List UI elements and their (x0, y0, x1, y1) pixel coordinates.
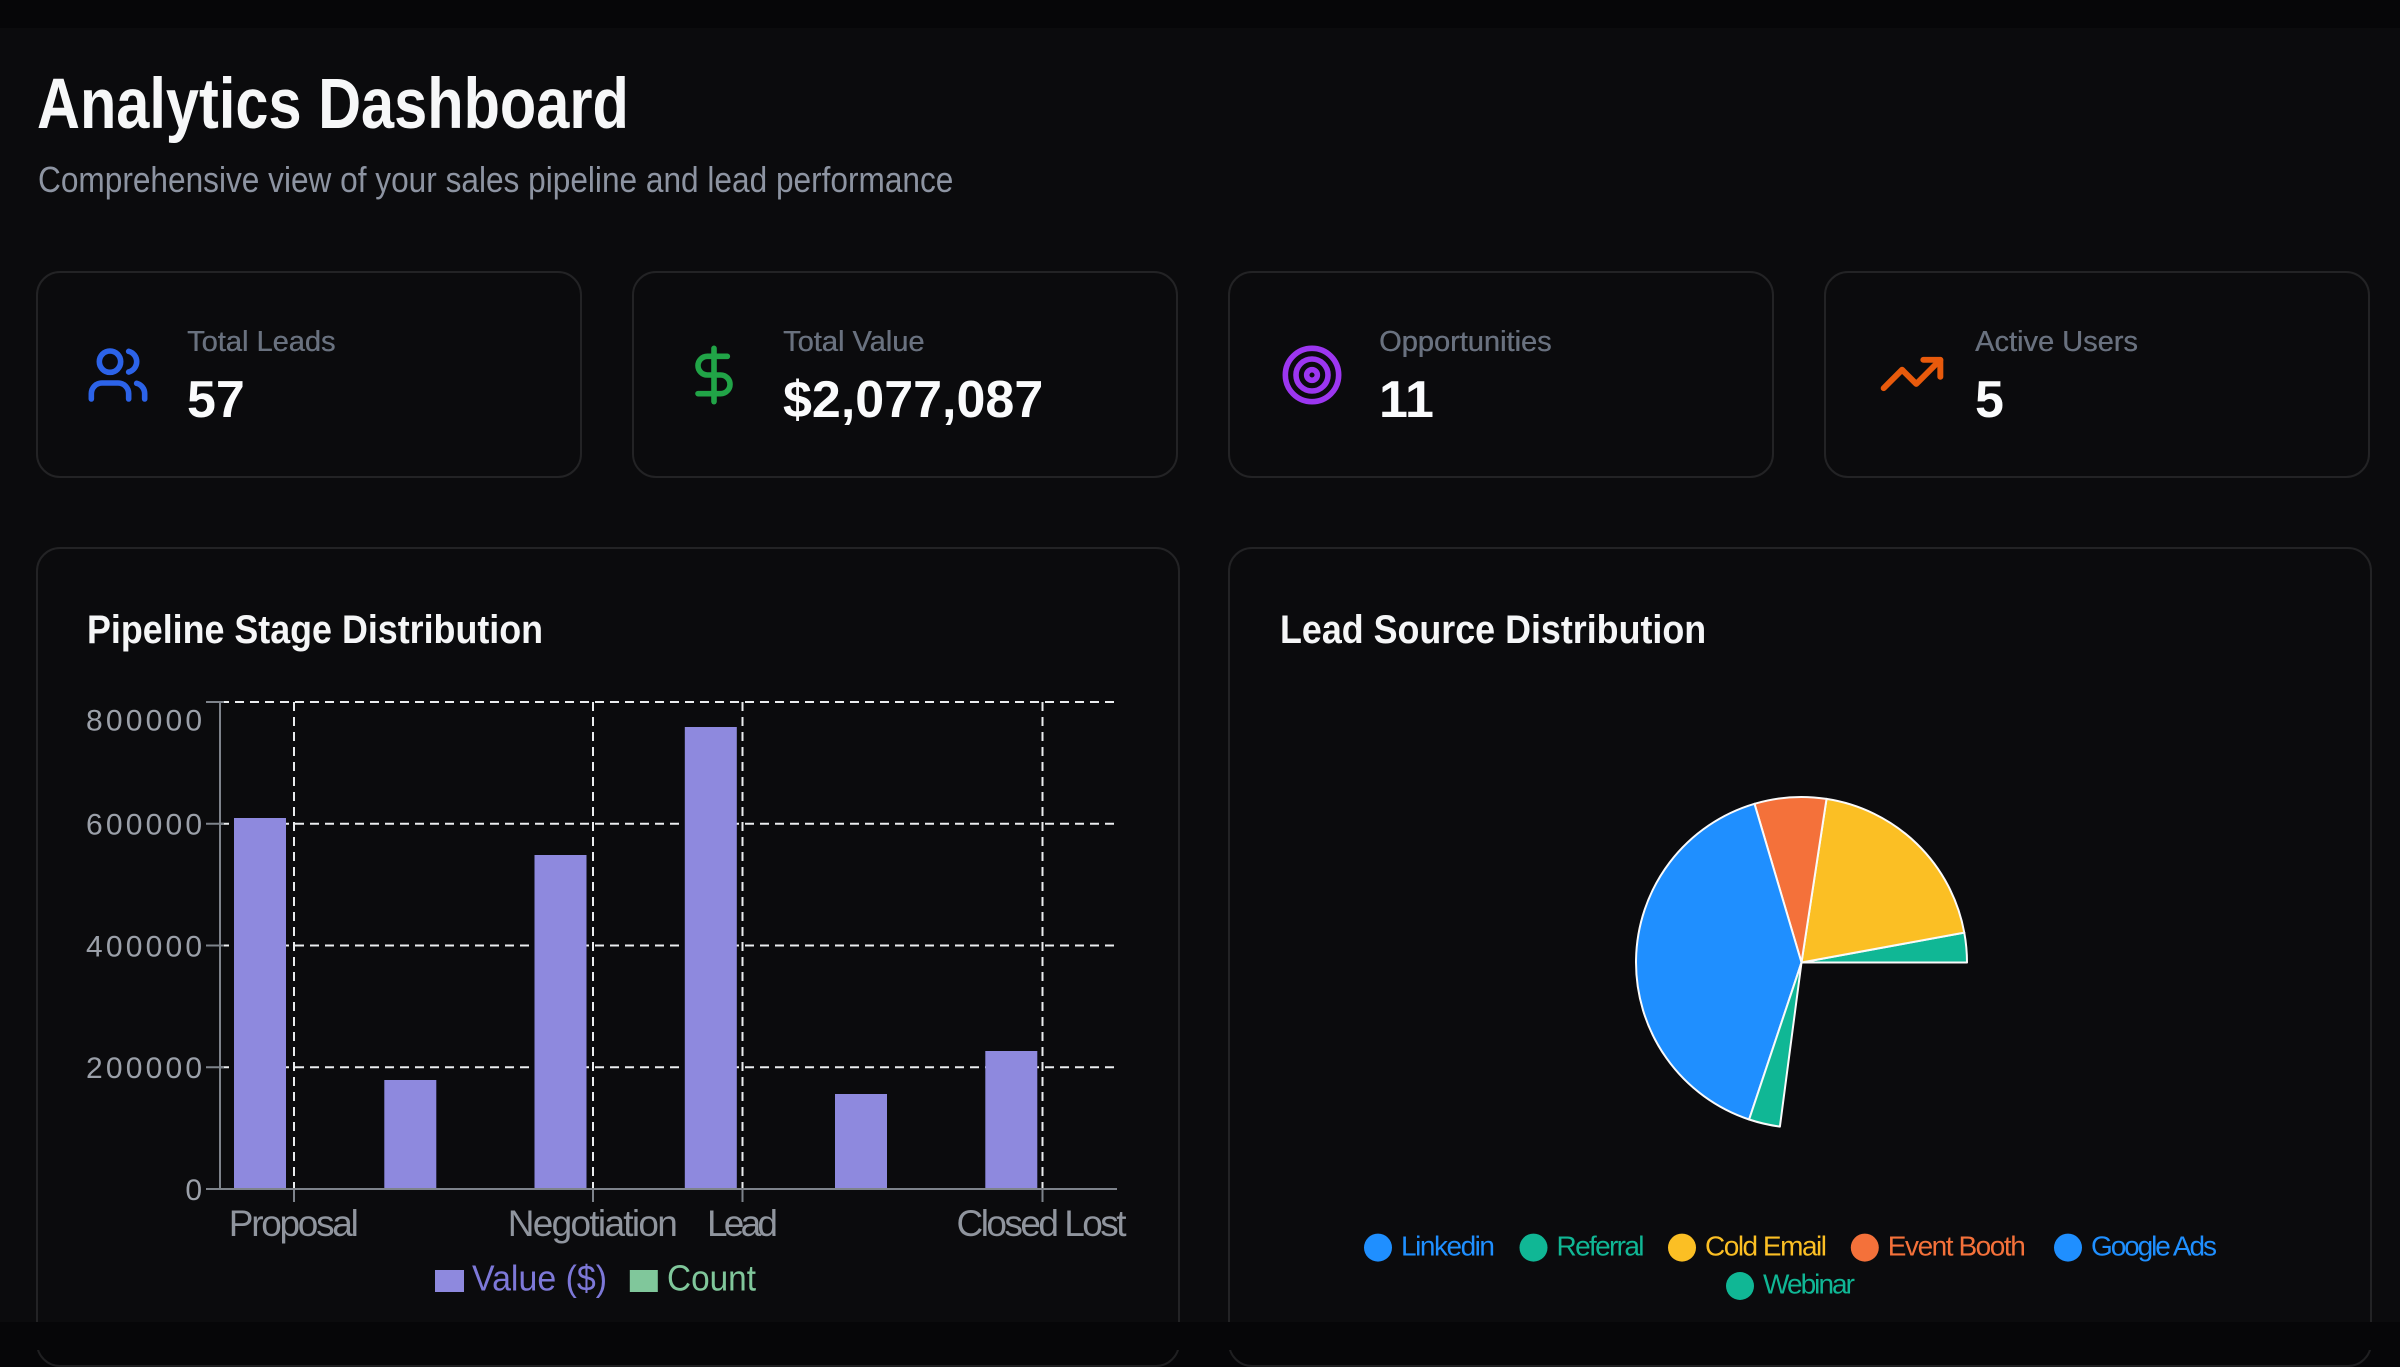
svg-text:Count: Count (667, 1258, 756, 1299)
svg-text:Value ($): Value ($) (472, 1258, 607, 1299)
svg-text:Negotiation: Negotiation (508, 1203, 678, 1244)
svg-text:Google Ads: Google Ads (2091, 1231, 2217, 1262)
svg-text:Proposal: Proposal (229, 1203, 359, 1244)
svg-text:Lead: Lead (707, 1203, 778, 1244)
svg-text:Referral: Referral (1557, 1231, 1645, 1262)
svg-text:800000: 800000 (86, 705, 202, 738)
svg-text:Event Booth: Event Booth (1888, 1231, 2026, 1262)
svg-text:Linkedin: Linkedin (1401, 1231, 1495, 1262)
svg-text:Cold Email: Cold Email (1705, 1231, 1827, 1262)
svg-text:400000: 400000 (86, 930, 202, 963)
svg-text:0: 0 (185, 1174, 202, 1207)
svg-text:Webinar: Webinar (1763, 1269, 1855, 1300)
svg-text:600000: 600000 (86, 809, 202, 842)
svg-text:200000: 200000 (86, 1052, 202, 1085)
svg-text:Closed Lost: Closed Lost (957, 1203, 1128, 1244)
